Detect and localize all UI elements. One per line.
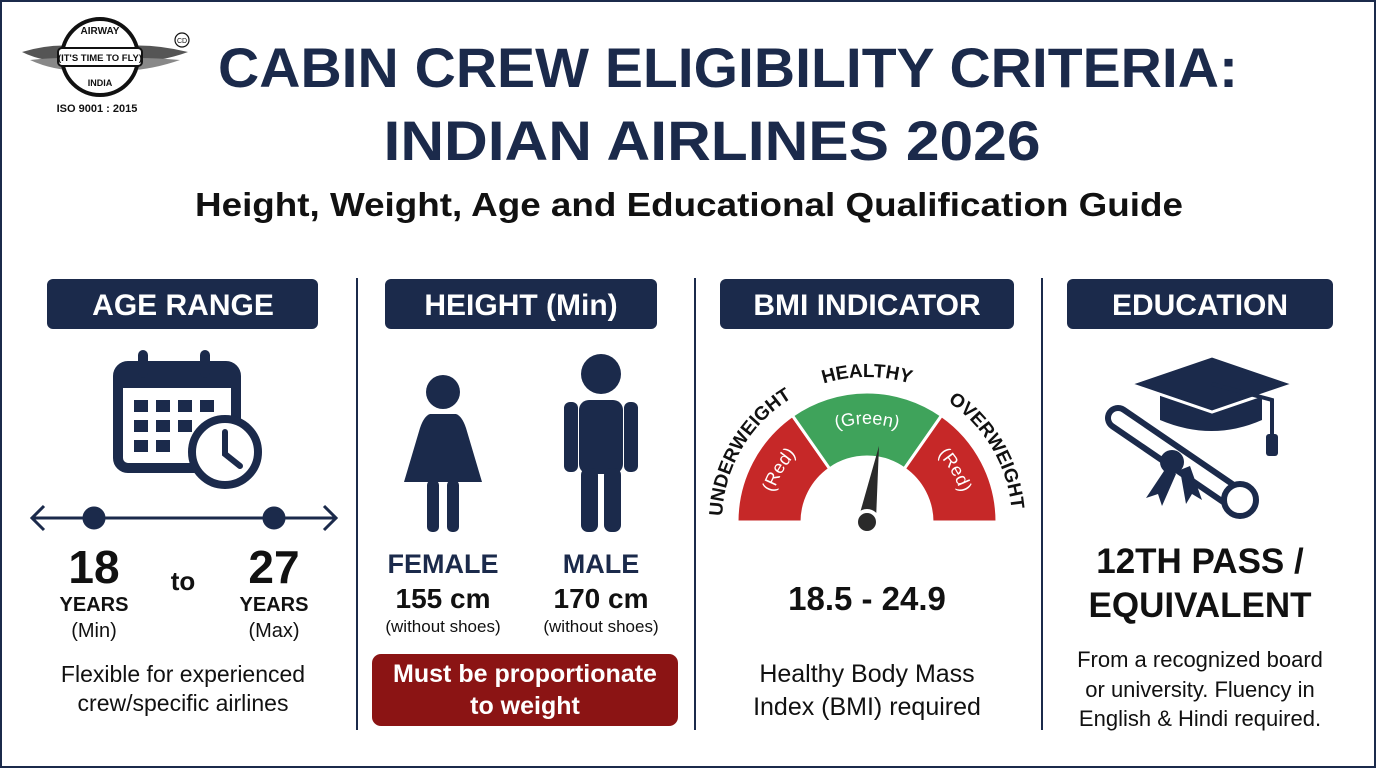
bmi-gauge [854, 509, 880, 535]
calendar-icon [118, 366, 236, 388]
heading-pills [720, 279, 1014, 329]
heading-pills [385, 279, 657, 329]
title-line: INDIAN AIRLINES 2026 [384, 109, 1041, 172]
alert-text: to weight [470, 692, 580, 720]
qualification: 12TH PASS / [1096, 542, 1304, 581]
female-icon [427, 480, 439, 532]
logo-cert: ISO 9001 : 2015 [57, 103, 138, 115]
calendar-icon [113, 350, 262, 489]
logo-slogan: (IT'S TIME TO FLY) [58, 53, 142, 64]
dividers [356, 278, 1043, 730]
calendar-icon [222, 429, 243, 469]
male-icon [624, 402, 638, 472]
graduation-icon [1266, 434, 1278, 456]
female-icon [447, 480, 459, 532]
calendar-icon [134, 400, 148, 412]
logo-mark: CD [177, 38, 187, 45]
graduation-icon [1221, 481, 1259, 519]
height-value: 155 cm [396, 583, 491, 614]
female-icon [404, 375, 482, 532]
panel-heading: BMI INDICATOR [753, 289, 981, 322]
education-note: English & Hindi required. [1079, 706, 1321, 731]
calendar-icon [156, 440, 170, 452]
calendar-icon [156, 400, 170, 412]
title-line: CABIN CREW ELIGIBILITY CRITERIA: [218, 36, 1238, 99]
age-unit: YEARS [60, 594, 129, 616]
gender-label: FEMALE [388, 549, 499, 579]
age-footnote: Flexible for experienced [61, 661, 305, 687]
heading-pills [1067, 279, 1333, 329]
panel-heading: HEIGHT (Min) [424, 289, 617, 322]
female-icon [404, 414, 482, 482]
male-icon [604, 468, 621, 532]
age-range-arrow [82, 506, 106, 530]
logo [174, 32, 190, 48]
female-icon [426, 375, 460, 409]
alert-box [372, 654, 678, 726]
calendar-icon [138, 350, 148, 378]
education-note: or university. Fluency in [1085, 677, 1314, 702]
panel-heading: AGE RANGE [92, 289, 274, 322]
height-note: (without shoes) [385, 617, 500, 636]
male-icon [579, 400, 623, 474]
graduation-icon [1211, 382, 1274, 440]
bmi-range: 18.5 - 24.9 [788, 580, 946, 617]
gender-label: MALE [563, 549, 640, 579]
logo-top: AIRWAY [81, 26, 120, 37]
age-note: (Min) [71, 620, 117, 642]
age-note: (Max) [248, 620, 299, 642]
age-range-arrow [262, 506, 286, 530]
male-icon [564, 402, 578, 472]
bmi-gauge [735, 390, 999, 535]
calendar-icon [156, 420, 170, 432]
logo [57, 47, 143, 67]
calendar-icon [134, 400, 214, 452]
graduation-icon [1146, 466, 1202, 506]
bmi-gauge [902, 413, 999, 524]
age-footnote: crew/specific airlines [78, 690, 289, 716]
calendar-icon [178, 420, 192, 432]
calendar-icon [200, 400, 214, 412]
male-icon [564, 354, 638, 532]
heading-pills [47, 279, 1333, 329]
logo [22, 17, 190, 97]
calendar-icon [134, 420, 148, 432]
bmi-gauge [790, 390, 944, 471]
height-note: (without shoes) [543, 617, 658, 636]
male-icon [581, 468, 598, 532]
heading-pills [47, 279, 318, 329]
qualification: EQUIVALENT [1089, 586, 1312, 625]
calendar-icon [178, 400, 192, 412]
graduation-icon [1105, 354, 1299, 519]
age-range-arrow [29, 504, 339, 532]
alert-text: Must be proportionate [393, 660, 657, 688]
bmi-note: Healthy Body Mass [759, 660, 974, 688]
height-value: 170 cm [554, 583, 649, 614]
education-note: From a recognized board [1077, 647, 1323, 672]
age-unit: YEARS [240, 594, 309, 616]
age-min: 18 [68, 541, 119, 593]
age-max: 27 [248, 541, 299, 593]
panel-heading: EDUCATION [1112, 289, 1288, 322]
male-icon [581, 354, 621, 394]
age-connector: to [171, 566, 196, 596]
bmi-gauge [858, 446, 879, 520]
subtitle: Height, Weight, Age and Educational Qual… [195, 186, 1183, 223]
age-range-arrow [29, 504, 339, 532]
bmi-note: Index (BMI) required [753, 693, 981, 721]
calendar-icon [200, 350, 210, 378]
calendar-icon [134, 440, 148, 452]
logo-bottom: INDIA [88, 78, 113, 88]
